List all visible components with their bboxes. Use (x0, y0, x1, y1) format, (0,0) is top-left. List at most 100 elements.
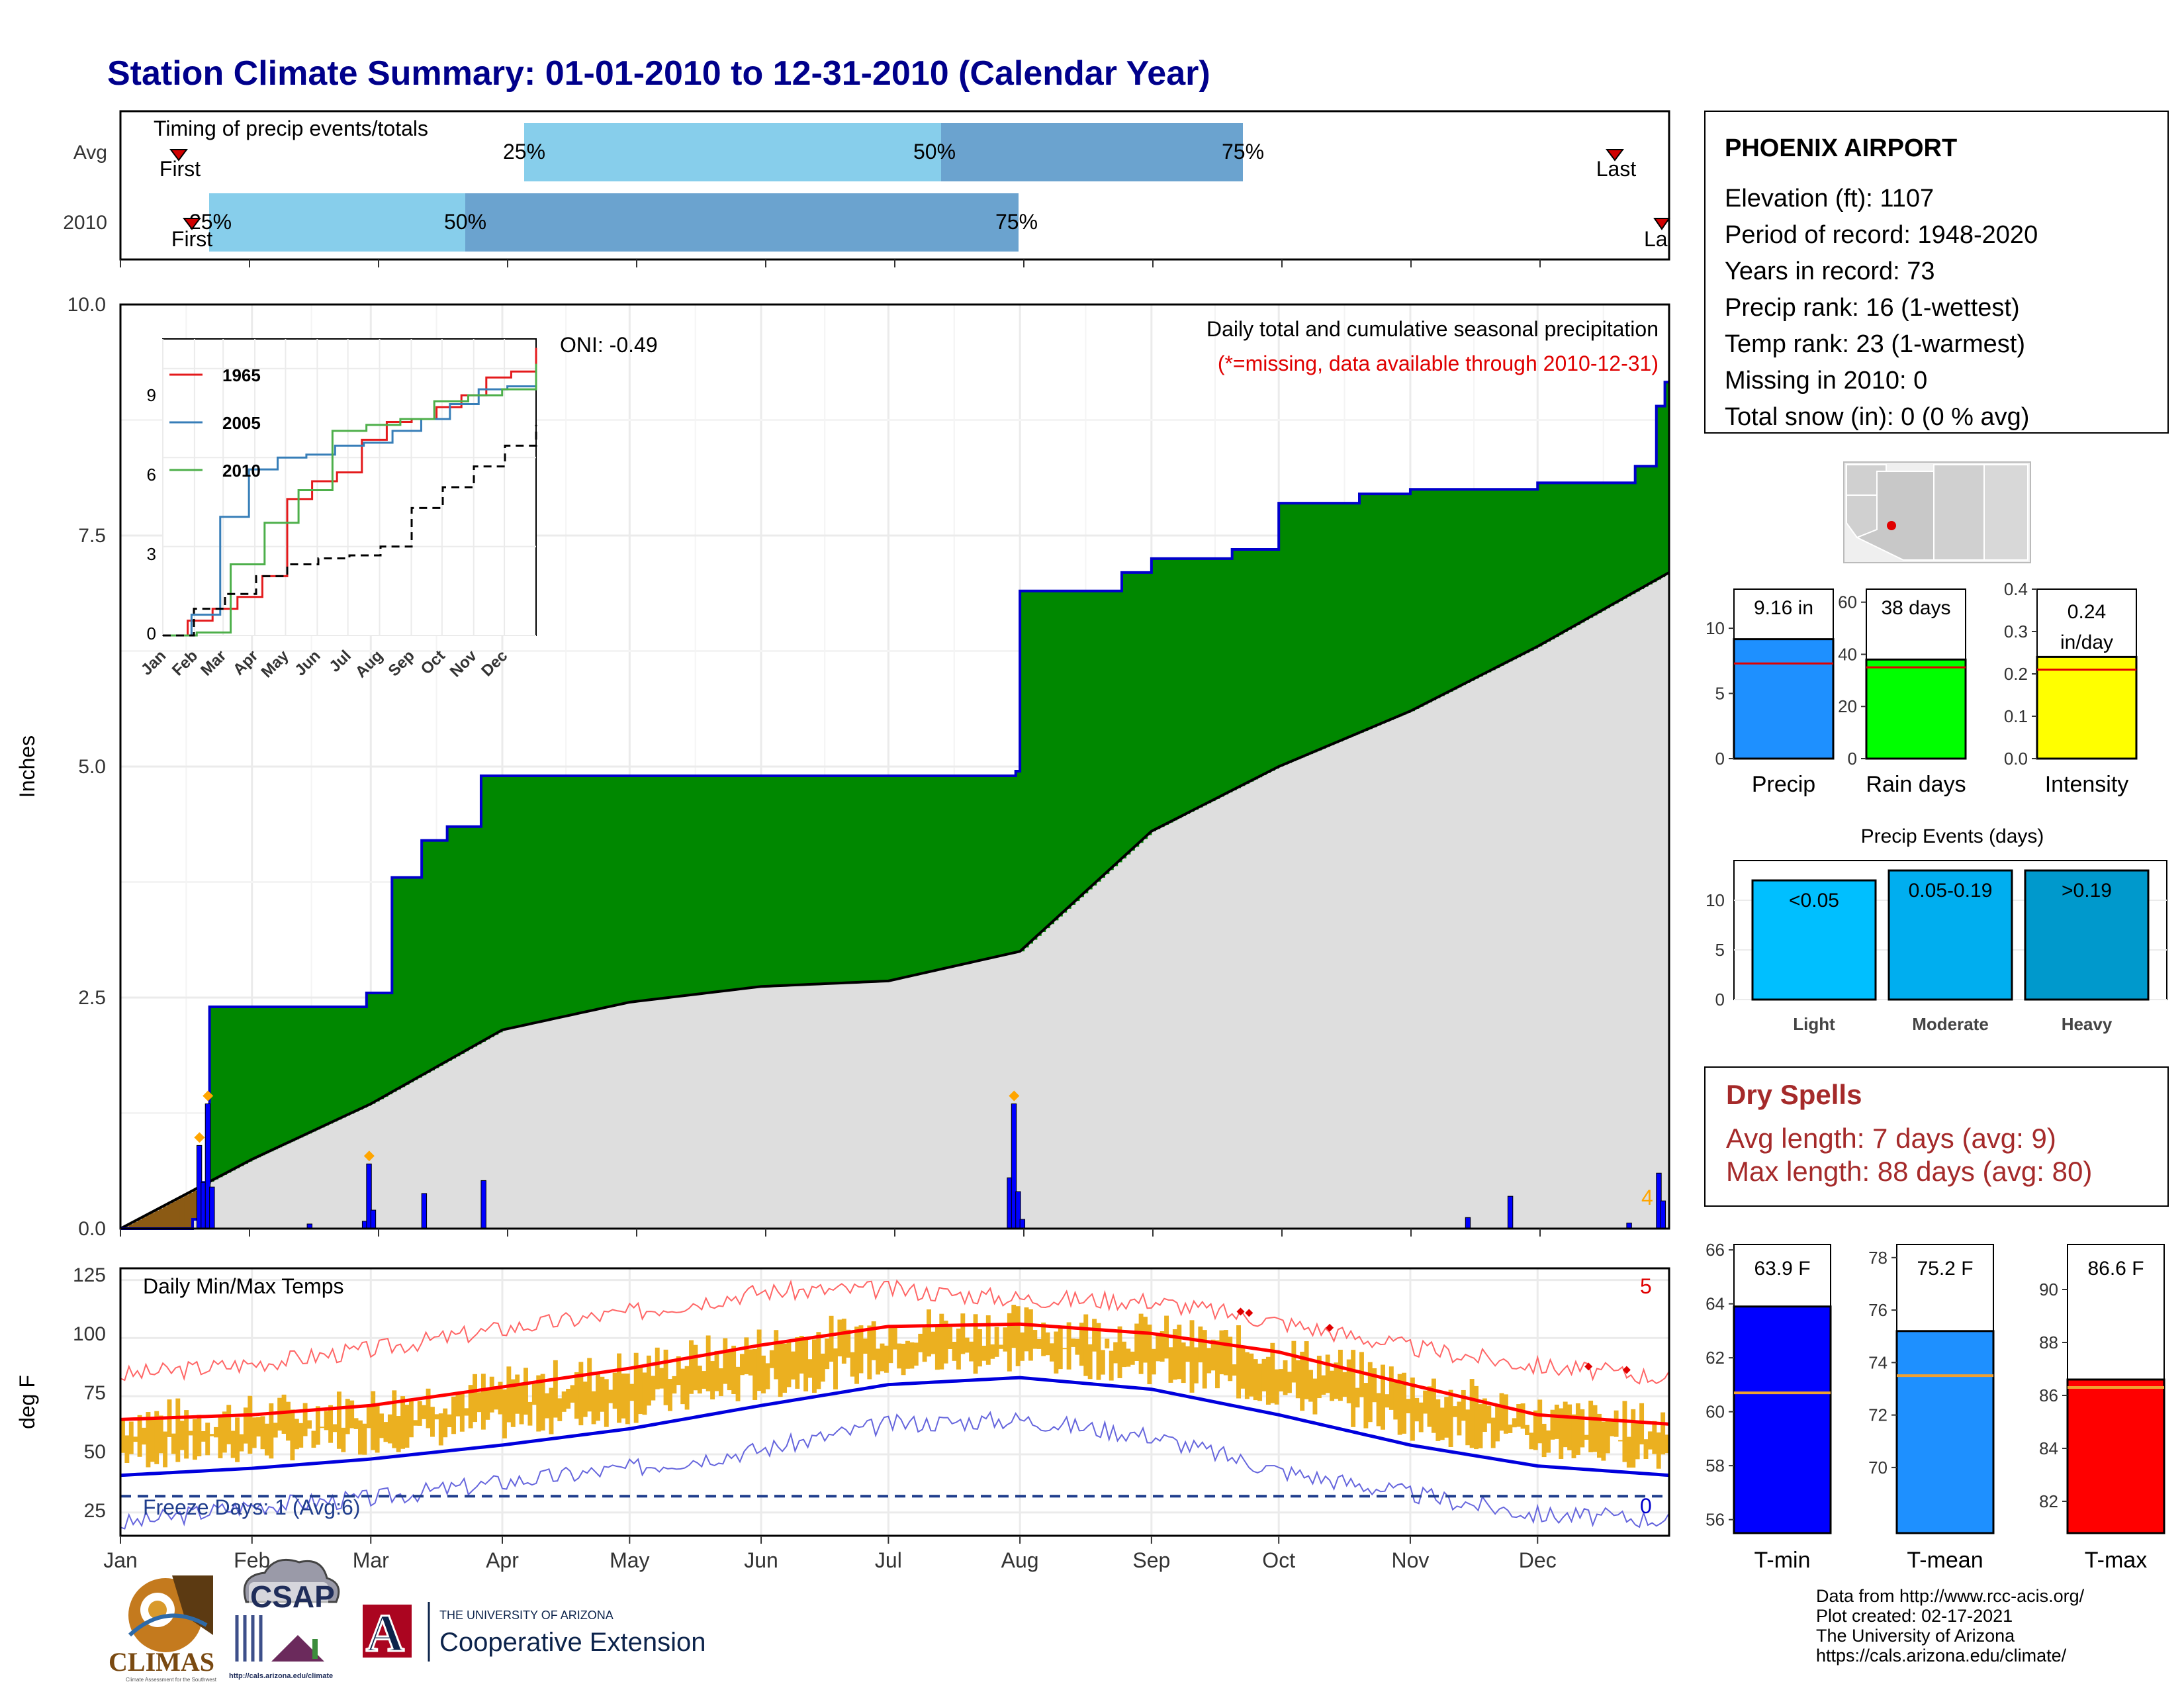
daily-temp-range-bar (1168, 1347, 1173, 1383)
above-normal-segment (277, 1006, 283, 1148)
daily-temp-range-bar (473, 1374, 478, 1423)
below-normal-segment (171, 1201, 176, 1229)
daily-temp-range-bar (1024, 1307, 1029, 1352)
above-normal-segment (1015, 771, 1021, 953)
daily-temp-range-bar (858, 1325, 864, 1374)
above-normal-segment (1423, 489, 1428, 705)
daily-temp-range-bar (434, 1414, 439, 1420)
daily-temp-range-bar (1143, 1317, 1148, 1363)
daily-temp-range-bar (663, 1349, 668, 1405)
daily-temp-range-bar (790, 1351, 796, 1380)
events-category-label: Light (1793, 1014, 1835, 1034)
above-normal-segment (1402, 494, 1407, 715)
above-normal-segment (1495, 489, 1500, 669)
above-normal-segment (1134, 572, 1140, 847)
figure-title: Station Climate Summary: 01-01-2010 to 1… (107, 54, 1210, 93)
above-normal-segment (464, 826, 469, 1052)
mini-temp-ytick: 58 (1706, 1456, 1725, 1476)
mini-temp-ytick: 62 (1706, 1348, 1725, 1368)
daily-temp-range-bar (1453, 1406, 1457, 1417)
daily-temp-range-bar (1508, 1425, 1513, 1433)
daily-temp-range-bar (1465, 1409, 1471, 1446)
above-normal-segment (248, 1006, 253, 1162)
inset-line-2010 (163, 363, 537, 637)
daily-temp-range-bar (1614, 1410, 1619, 1437)
daily-temp-range-bar (1083, 1314, 1089, 1376)
above-normal-segment (307, 1006, 312, 1134)
below-normal-segment (167, 1203, 172, 1229)
above-normal-segment (731, 775, 737, 990)
above-normal-segment (366, 993, 371, 1106)
normal-cumulative-area (120, 572, 1669, 1229)
above-normal-segment (561, 775, 567, 1017)
above-normal-segment (1138, 572, 1144, 843)
above-normal-segment (578, 775, 584, 1013)
above-normal-segment (646, 775, 651, 1000)
daily-temp-range-bar (1503, 1394, 1508, 1434)
above-normal-segment (1096, 590, 1101, 882)
above-normal-segment (960, 775, 966, 965)
daily-temp-range-bar (269, 1403, 274, 1459)
above-normal-segment (1036, 590, 1042, 936)
cumulative-2010-line (120, 381, 1669, 1230)
location-map (1843, 461, 2031, 563)
precip-ylabel: Inches (15, 735, 39, 798)
above-normal-segment (629, 775, 635, 1002)
daily-temp-range-bar (1397, 1374, 1402, 1435)
daily-temp-range-bar (1656, 1432, 1661, 1469)
daily-temp-range-bar (1537, 1399, 1543, 1444)
dry-spells-line-1: Max length: 88 days (avg: 80) (1726, 1156, 2092, 1187)
mini-precip-bar-intensity (2036, 655, 2138, 760)
yr-p50-label: 50% (444, 210, 486, 234)
above-normal-segment (1045, 590, 1050, 929)
precip-ytick-0: 0.0 (78, 1218, 106, 1240)
daily-temp-range-bar (209, 1434, 214, 1436)
above-normal-segment (752, 775, 758, 988)
station-line-3: Precip rank: 16 (1-wettest) (1725, 294, 2020, 322)
above-normal-segment (1359, 494, 1365, 733)
above-normal-segment (934, 775, 940, 971)
daily-temp-range-bar (468, 1385, 473, 1429)
daily-temp-range-bar (1346, 1359, 1351, 1403)
events-ytick: 10 (1706, 890, 1725, 910)
precip-events-chart: Precip Events (days) 0 5 10 <0.05 Light 0.05-… (1706, 825, 2167, 1034)
mini-precip-ytick: 0.1 (2004, 706, 2028, 726)
daily-temp-range-bar (1257, 1364, 1263, 1401)
station-line-1: Period of record: 1948-2020 (1725, 221, 2038, 249)
above-normal-segment (1605, 483, 1610, 608)
cooperative-extension-text: Cooperative Extension (439, 1628, 705, 1657)
daily-temp-range-bar (901, 1343, 906, 1376)
above-normal-segment (459, 826, 465, 1054)
daily-temp-range-bar (218, 1417, 223, 1458)
above-normal-segment (582, 775, 588, 1013)
daily-temp-range-bar (948, 1327, 953, 1349)
above-normal-segment (1210, 558, 1216, 802)
daily-temp-range-bar (1423, 1390, 1428, 1414)
daily-temp-range-bar (235, 1417, 240, 1462)
above-normal-segment (676, 775, 681, 997)
daily-temp-range-bar (417, 1401, 422, 1426)
daily-temp-range-bar (1240, 1347, 1246, 1389)
above-normal-segment (811, 775, 817, 984)
temp-xtick-label: Sep (1132, 1548, 1170, 1572)
heavy-event-marker (194, 1132, 205, 1143)
daily-temp-range-bar (846, 1329, 851, 1358)
daily-temp-range-bar (1096, 1323, 1101, 1380)
daily-temp-range-bar (1126, 1348, 1131, 1367)
above-normal-segment (400, 877, 406, 1088)
above-normal-segment (1168, 558, 1173, 823)
daily-temp-range-bar (1461, 1389, 1466, 1421)
above-normal-segment (226, 1006, 232, 1173)
above-normal-segment (1316, 503, 1322, 751)
daily-temp-range-bar (1325, 1354, 1330, 1393)
above-normal-segment (502, 775, 507, 1030)
daily-temp-range-bar (1036, 1338, 1042, 1349)
above-normal-segment (765, 775, 770, 986)
daily-temp-range-bar (1631, 1409, 1636, 1468)
daily-temp-range-bar (545, 1393, 550, 1419)
daily-temp-range-bar (854, 1327, 860, 1384)
daily-temp-range-bar (1283, 1360, 1288, 1395)
daily-temp-range-bar (574, 1372, 579, 1419)
daily-temp-range-bar (931, 1331, 936, 1354)
above-normal-segment (1071, 590, 1076, 905)
